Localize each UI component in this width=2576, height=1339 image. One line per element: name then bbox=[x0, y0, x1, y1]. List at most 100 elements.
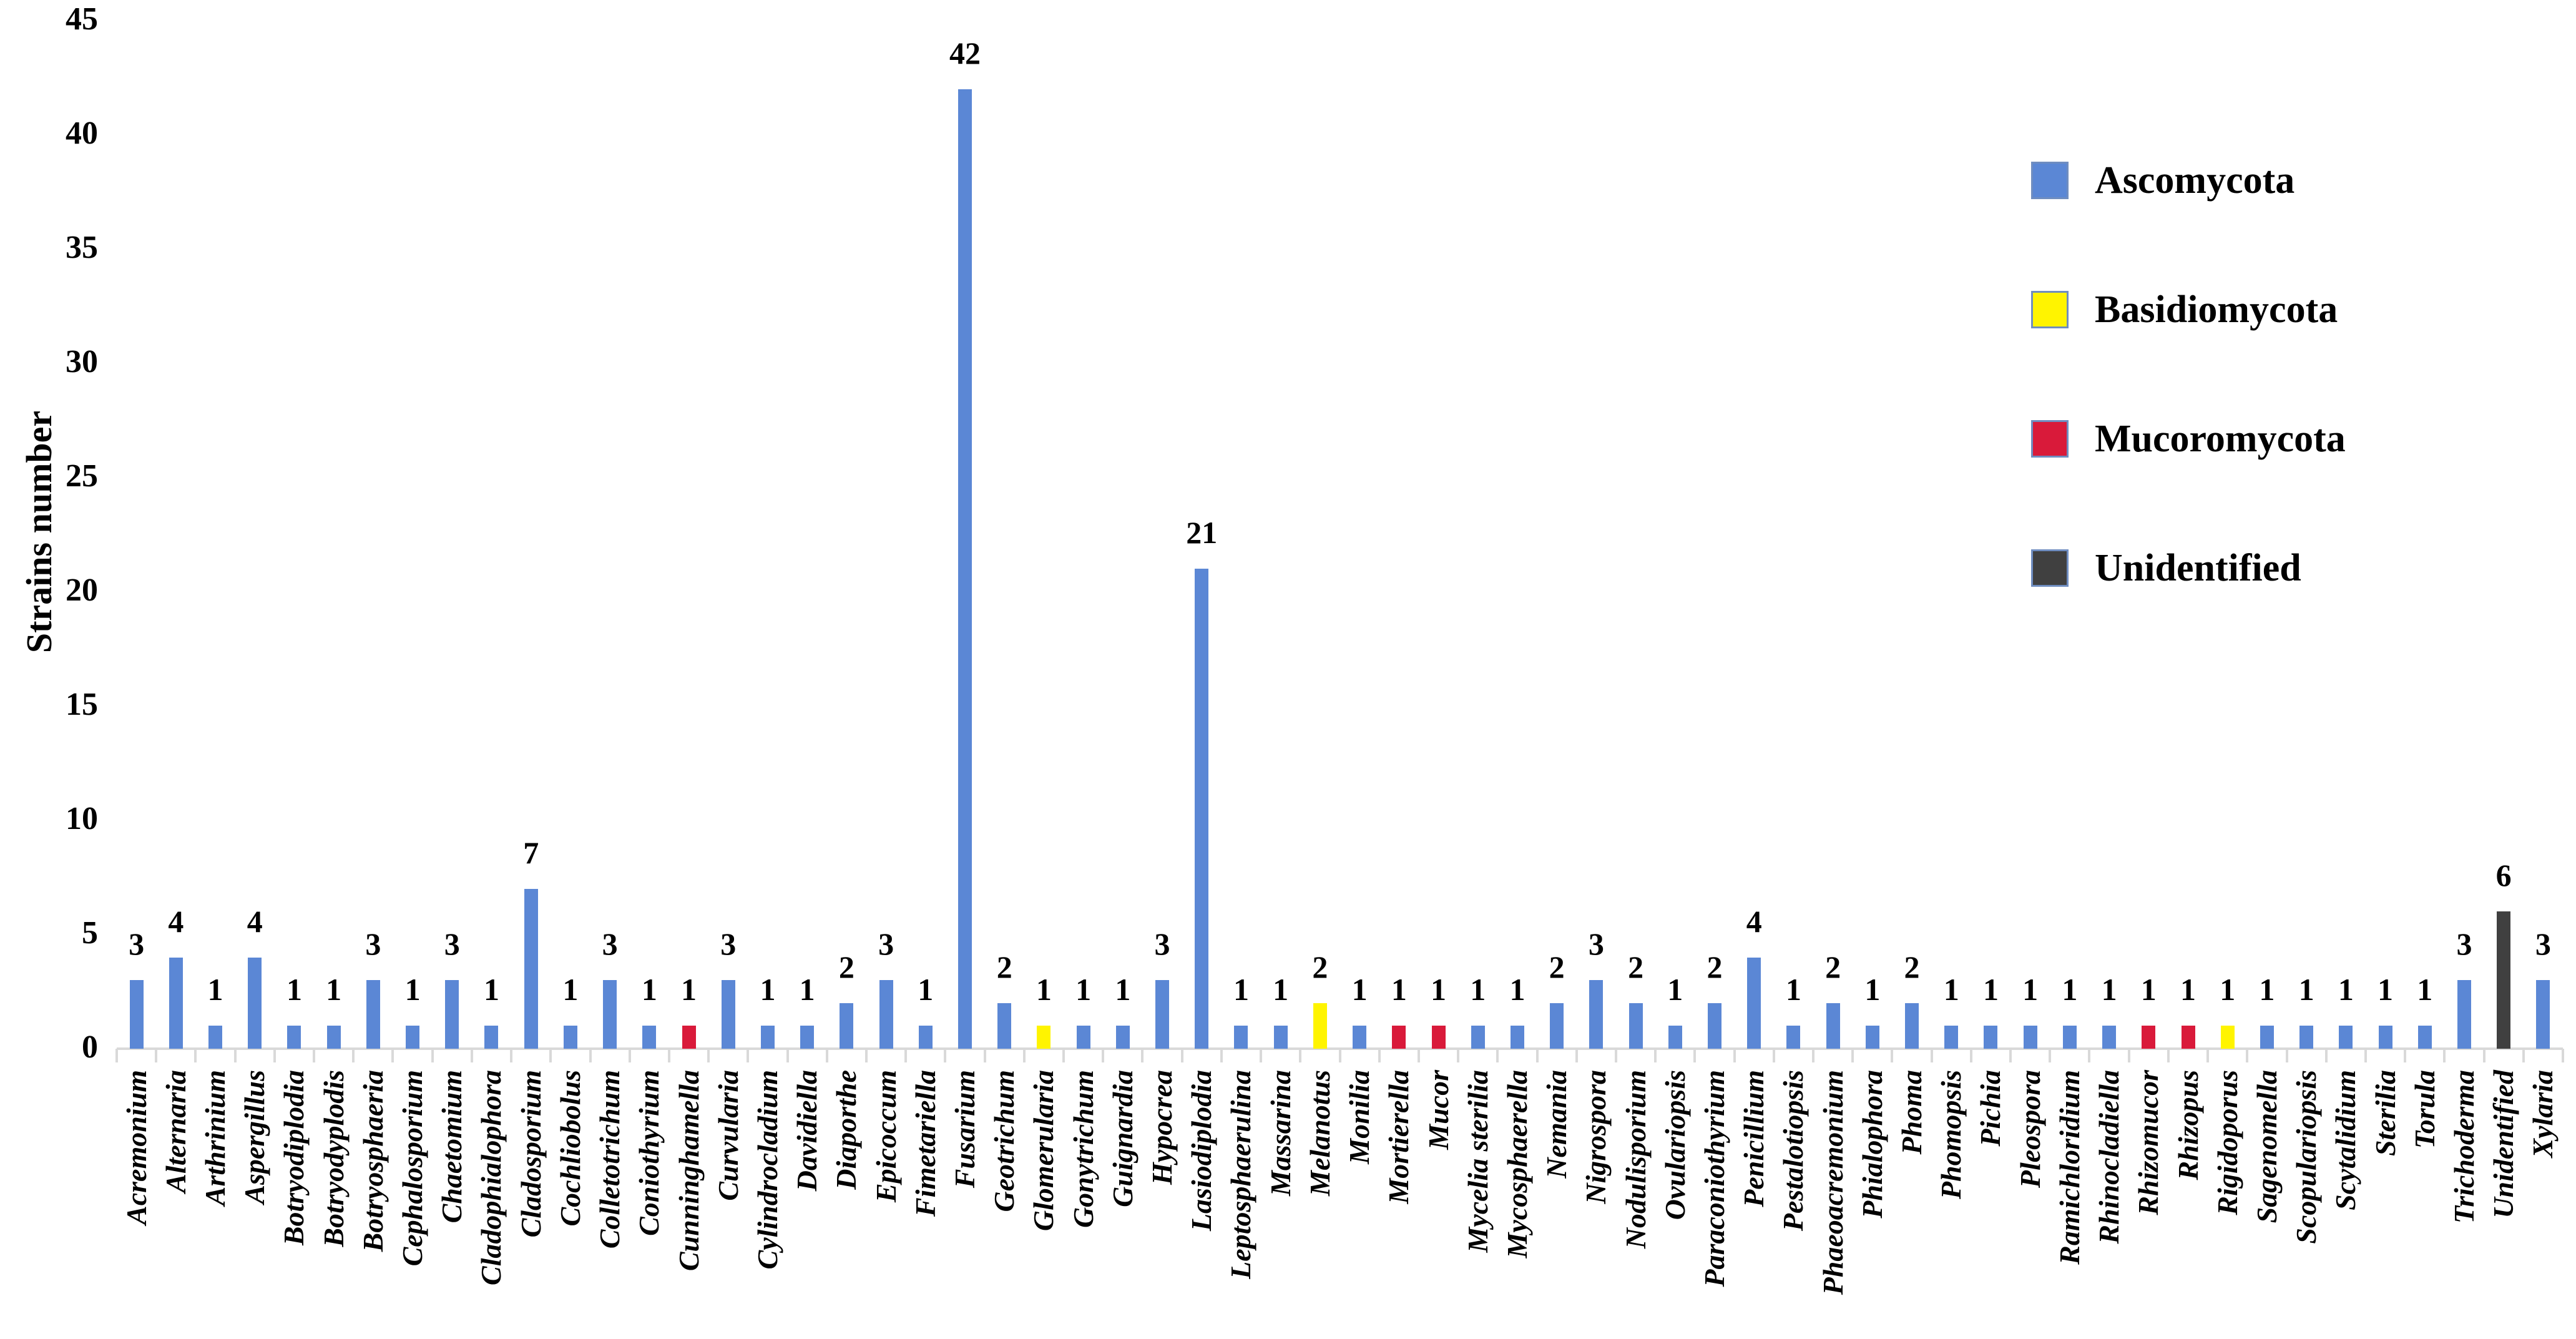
bar bbox=[1076, 1026, 1090, 1049]
bar bbox=[287, 1026, 301, 1049]
bar-value-label: 2 bbox=[1312, 949, 1328, 984]
legend-item: Mucoromycota bbox=[2031, 419, 2346, 458]
x-axis-tick bbox=[1496, 1049, 1499, 1062]
bar-value-label: 1 bbox=[326, 972, 342, 1008]
x-axis-tick bbox=[510, 1049, 513, 1062]
bar-value-label: 4 bbox=[247, 903, 263, 939]
bar bbox=[484, 1026, 499, 1049]
x-axis-tick bbox=[1141, 1049, 1144, 1062]
x-axis-tick bbox=[1851, 1049, 1854, 1062]
x-axis-label: Pleospora bbox=[2014, 1070, 2046, 1189]
bar bbox=[840, 1003, 854, 1049]
x-axis-tick bbox=[2522, 1049, 2525, 1062]
bar-value-label: 1 bbox=[1391, 972, 1407, 1008]
x-axis-label: Mycelia sterilia bbox=[1461, 1070, 1494, 1253]
bar-value-label: 1 bbox=[2140, 972, 2157, 1008]
x-axis-label: Torula bbox=[2408, 1070, 2441, 1149]
x-axis-tick bbox=[2562, 1049, 2564, 1062]
x-axis-label: Gonytrichum bbox=[1067, 1070, 1099, 1229]
bar bbox=[1273, 1026, 1288, 1049]
legend-item: Basidiomycota bbox=[2031, 290, 2338, 329]
x-axis-tick bbox=[1733, 1049, 1736, 1062]
bar-value-label: 3 bbox=[444, 926, 460, 962]
bar-value-label: 1 bbox=[1785, 972, 1801, 1008]
x-axis-label: Arthrinium bbox=[199, 1070, 232, 1206]
bar-value-label: 3 bbox=[878, 926, 894, 962]
x-axis-label: Acremonium bbox=[120, 1070, 152, 1225]
bar-value-label: 1 bbox=[799, 972, 815, 1008]
legend-label: Unidentified bbox=[2095, 547, 2301, 589]
bar-value-label: 1 bbox=[681, 972, 697, 1008]
x-axis-tick bbox=[2285, 1049, 2288, 1062]
x-axis-tick bbox=[786, 1049, 789, 1062]
x-axis-label: Ramichloridium bbox=[2053, 1070, 2085, 1265]
bar bbox=[563, 1026, 577, 1049]
x-axis-label: Diaporthe bbox=[830, 1070, 863, 1190]
x-axis-tick bbox=[1891, 1049, 1894, 1062]
bar bbox=[879, 980, 893, 1049]
x-axis-label: Nigrospora bbox=[1580, 1070, 1612, 1204]
bar bbox=[2142, 1026, 2156, 1049]
bar-value-label: 1 bbox=[2101, 972, 2117, 1008]
x-axis-label: Alternaria bbox=[159, 1070, 192, 1193]
bar bbox=[326, 1026, 341, 1049]
x-axis-label: Penicillium bbox=[1738, 1070, 1770, 1207]
bar bbox=[2102, 1026, 2117, 1049]
x-axis-tick bbox=[1457, 1049, 1460, 1062]
bar-value-label: 4 bbox=[168, 903, 184, 939]
x-axis-tick bbox=[352, 1049, 355, 1062]
bar bbox=[2299, 1026, 2314, 1049]
x-axis-tick bbox=[1614, 1049, 1617, 1062]
x-axis-tick bbox=[1930, 1049, 1933, 1062]
bar bbox=[1668, 1026, 1682, 1049]
bar bbox=[208, 1026, 223, 1049]
x-axis-label: Lasiodiplodia bbox=[1185, 1070, 1218, 1232]
bar bbox=[2062, 1026, 2077, 1049]
x-axis-label: Cephalosporium bbox=[396, 1070, 429, 1267]
x-axis-label: Sterilia bbox=[2369, 1070, 2401, 1157]
bar bbox=[169, 957, 183, 1049]
bar-value-label: 1 bbox=[1115, 972, 1131, 1008]
bar-value-label: 2 bbox=[1549, 949, 1565, 984]
bar-value-label: 1 bbox=[286, 972, 302, 1008]
y-axis-tick-label: 30 bbox=[66, 343, 98, 380]
x-axis-tick bbox=[2324, 1049, 2328, 1062]
x-axis-tick bbox=[313, 1049, 316, 1062]
bar-value-label: 7 bbox=[523, 835, 539, 870]
bar bbox=[1037, 1026, 1051, 1049]
x-axis-label: Rhizopus bbox=[2172, 1070, 2204, 1180]
x-axis-label: Ovulariopsis bbox=[1658, 1070, 1691, 1220]
bar bbox=[1628, 1003, 1643, 1049]
bar-value-label: 1 bbox=[2378, 972, 2394, 1008]
bar-value-label: 2 bbox=[1628, 949, 1644, 984]
bar-value-label: 1 bbox=[1509, 972, 1526, 1008]
bar-value-label: 1 bbox=[404, 972, 421, 1008]
y-axis-title: Strains number bbox=[19, 410, 59, 654]
bar-value-label: 2 bbox=[838, 949, 855, 984]
x-axis-tick bbox=[2246, 1049, 2249, 1062]
bar-value-label: 6 bbox=[2495, 858, 2512, 893]
bar bbox=[1353, 1026, 1367, 1049]
bar-value-label: 1 bbox=[1351, 972, 1368, 1008]
x-axis-label: Nodulisporium bbox=[1619, 1070, 1652, 1249]
x-axis-label: Epicoccum bbox=[869, 1070, 902, 1203]
bar bbox=[682, 1026, 696, 1049]
legend-item: Unidentified bbox=[2031, 549, 2301, 587]
bar-value-label: 1 bbox=[641, 972, 657, 1008]
x-axis-tick bbox=[2206, 1049, 2210, 1062]
bar-value-label: 3 bbox=[365, 926, 381, 962]
x-axis-label: Cochliobolus bbox=[554, 1070, 586, 1227]
x-axis-tick bbox=[2127, 1049, 2130, 1062]
bar-value-label: 1 bbox=[1864, 972, 1881, 1008]
bar bbox=[2220, 1026, 2235, 1049]
bar bbox=[2457, 980, 2471, 1049]
bar bbox=[997, 1003, 1012, 1049]
bar bbox=[2181, 1026, 2195, 1049]
legend-item: Ascomycota bbox=[2031, 161, 2294, 200]
x-axis-tick bbox=[2443, 1049, 2446, 1062]
bar-value-label: 1 bbox=[2417, 972, 2433, 1008]
x-axis-label: Colletotrichum bbox=[594, 1070, 626, 1249]
bar-value-label: 1 bbox=[1982, 972, 1999, 1008]
x-axis-label: Phoma bbox=[1896, 1070, 1928, 1155]
